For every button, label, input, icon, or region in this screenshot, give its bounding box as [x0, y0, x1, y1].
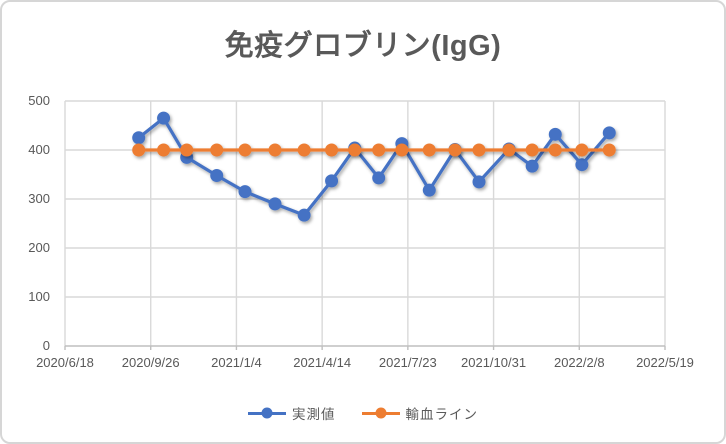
legend-label-transfusion: 輸血ライン — [405, 407, 478, 422]
data-point-marker — [422, 143, 436, 157]
y-axis-tick-label: 0 — [42, 338, 50, 353]
x-axis-tick-label: 2021/4/14 — [293, 355, 352, 370]
y-axis-tick-label: 500 — [28, 93, 50, 108]
y-axis-tick-label: 100 — [28, 289, 50, 304]
data-point-marker — [602, 143, 616, 157]
chart-title: 免疫グロブリン(IgG) — [224, 30, 502, 62]
data-point-marker — [325, 143, 339, 157]
data-point-marker — [268, 143, 282, 157]
data-point-marker — [325, 174, 339, 188]
y-axis-tick-label: 200 — [28, 240, 50, 255]
x-axis-tick-label: 2020/9/26 — [121, 355, 180, 370]
legend-marker-measured-icon — [248, 407, 286, 419]
y-axis-tick-label: 300 — [28, 191, 50, 206]
data-point-marker — [525, 143, 539, 157]
data-point-marker — [238, 143, 252, 157]
x-axis-tick-label: 2020/6/18 — [36, 355, 94, 370]
data-point-marker — [157, 143, 171, 157]
x-axis-tick-label: 2022/2/8 — [553, 355, 605, 370]
data-point-marker — [132, 143, 146, 157]
data-point-marker — [210, 143, 224, 157]
x-axis-tick-label: 2022/5/19 — [636, 355, 694, 370]
data-point-marker — [602, 126, 616, 140]
series-line — [137, 116, 611, 217]
x-axis-tick-label: 2021/10/31 — [461, 355, 527, 370]
data-point-marker — [548, 127, 562, 141]
legend-marker-transfusion-icon — [361, 407, 400, 419]
data-point-marker — [297, 143, 311, 157]
legend-item-transfusion-line: 輸血ライン — [361, 403, 479, 423]
data-point-marker — [448, 143, 462, 157]
legend: 実測値 輸血ライン — [2, 403, 724, 423]
series-transfusion-line — [132, 143, 616, 157]
data-point-marker — [548, 143, 562, 157]
data-point-marker — [268, 197, 282, 211]
data-point-marker — [372, 143, 386, 157]
data-point-marker — [297, 208, 311, 222]
data-point-marker — [157, 111, 171, 125]
data-point-marker — [422, 183, 436, 197]
data-point-marker — [372, 171, 386, 185]
y-axis-tick-label: 400 — [28, 142, 50, 157]
data-point-marker — [472, 143, 486, 157]
data-point-marker — [180, 143, 194, 157]
data-point-marker — [575, 158, 589, 172]
data-point-marker — [575, 143, 589, 157]
data-point-marker — [472, 175, 486, 189]
data-point-marker — [502, 143, 516, 157]
legend-label-measured: 実測値 — [292, 407, 336, 422]
data-point-marker — [210, 168, 224, 182]
legend-item-measured: 実測値 — [248, 403, 336, 423]
data-point-marker — [525, 159, 539, 173]
x-axis-tick-label: 2021/7/23 — [378, 355, 437, 370]
series-measured — [132, 111, 616, 222]
data-point-marker — [238, 185, 252, 199]
data-point-marker — [132, 131, 146, 145]
data-point-marker — [395, 143, 409, 157]
data-point-marker — [348, 143, 362, 157]
x-axis-tick-label: 2021/1/4 — [211, 355, 262, 370]
